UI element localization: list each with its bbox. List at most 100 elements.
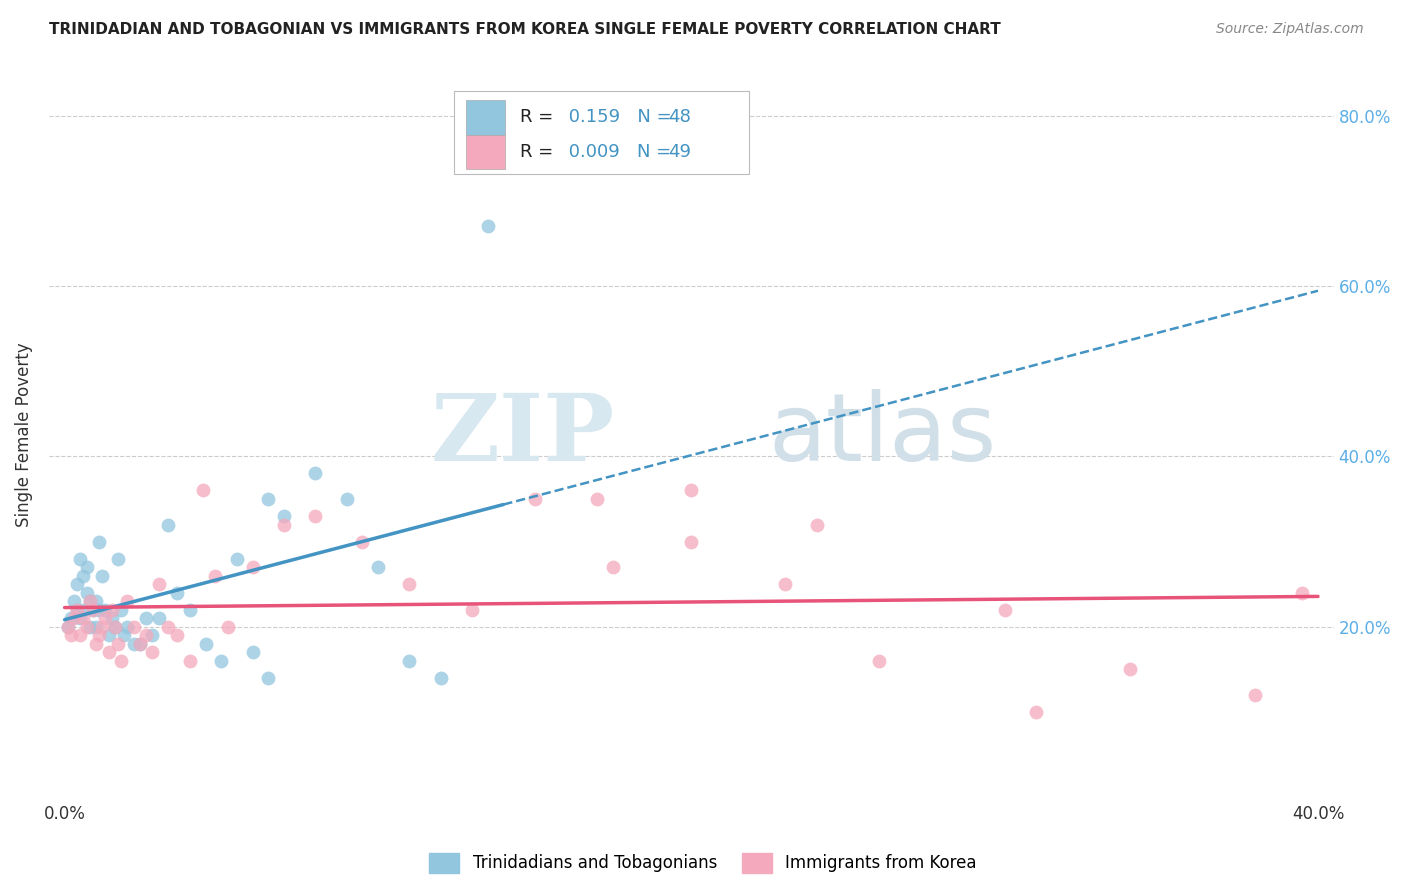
FancyBboxPatch shape — [467, 100, 505, 135]
Point — [429, 671, 451, 685]
Point — [110, 603, 132, 617]
Point — [135, 628, 157, 642]
Point — [135, 611, 157, 625]
Point — [56, 620, 79, 634]
Point — [117, 594, 139, 608]
Point — [304, 467, 326, 481]
Point — [69, 611, 91, 625]
Point — [194, 637, 217, 651]
Point — [72, 611, 94, 625]
Point — [100, 603, 122, 617]
Point — [112, 628, 135, 642]
Legend: Trinidadians and Tobagonians, Immigrants from Korea: Trinidadians and Tobagonians, Immigrants… — [423, 847, 983, 880]
FancyBboxPatch shape — [467, 135, 505, 169]
Point — [66, 603, 89, 617]
Text: R =: R = — [520, 108, 560, 126]
FancyBboxPatch shape — [454, 91, 749, 174]
Point — [79, 594, 101, 608]
Text: Source: ZipAtlas.com: Source: ZipAtlas.com — [1216, 22, 1364, 37]
Point — [336, 491, 359, 506]
Point — [91, 568, 114, 582]
Point — [179, 654, 201, 668]
Point — [76, 620, 98, 634]
Point — [273, 517, 295, 532]
Text: atlas: atlas — [769, 389, 997, 481]
Point — [217, 620, 239, 634]
Point — [69, 628, 91, 642]
Point — [273, 508, 295, 523]
Point — [63, 611, 86, 625]
Point — [128, 637, 150, 651]
Point — [806, 517, 828, 532]
Point — [191, 483, 214, 498]
Point — [69, 551, 91, 566]
Point — [82, 603, 104, 617]
Point — [242, 560, 264, 574]
Point — [141, 628, 163, 642]
Point — [87, 628, 110, 642]
Text: R =: R = — [520, 143, 560, 161]
Point — [87, 534, 110, 549]
Text: 0.159   N =: 0.159 N = — [562, 108, 678, 126]
Point — [107, 637, 129, 651]
Point — [141, 645, 163, 659]
Point — [994, 603, 1017, 617]
Point — [66, 603, 89, 617]
Point — [76, 560, 98, 574]
Point — [110, 654, 132, 668]
Y-axis label: Single Female Poverty: Single Female Poverty — [15, 343, 32, 527]
Point — [352, 534, 374, 549]
Point — [104, 620, 127, 634]
Point — [79, 620, 101, 634]
Point — [72, 568, 94, 582]
Text: ZIP: ZIP — [430, 390, 614, 480]
Point — [107, 551, 129, 566]
Point — [868, 654, 890, 668]
Point — [82, 603, 104, 617]
Point — [56, 620, 79, 634]
Point — [122, 637, 145, 651]
Point — [602, 560, 624, 574]
Point — [59, 628, 82, 642]
Point — [1025, 705, 1047, 719]
Point — [94, 611, 117, 625]
Point — [148, 577, 170, 591]
Point — [157, 517, 180, 532]
Point — [72, 603, 94, 617]
Point — [461, 603, 484, 617]
Point — [63, 594, 86, 608]
Point — [84, 620, 107, 634]
Point — [79, 594, 101, 608]
Point — [179, 603, 201, 617]
Text: 0.009   N =: 0.009 N = — [562, 143, 676, 161]
Point — [157, 620, 180, 634]
Point — [586, 491, 609, 506]
Point — [209, 654, 232, 668]
Point — [87, 603, 110, 617]
Point — [84, 594, 107, 608]
Point — [242, 645, 264, 659]
Point — [104, 620, 127, 634]
Point — [398, 577, 420, 591]
Point — [76, 585, 98, 599]
Point — [117, 620, 139, 634]
Point — [91, 620, 114, 634]
Point — [166, 628, 188, 642]
Point — [94, 603, 117, 617]
Point — [257, 671, 280, 685]
Point — [84, 637, 107, 651]
Point — [204, 568, 226, 582]
Text: 48: 48 — [668, 108, 692, 126]
Point — [1291, 585, 1313, 599]
Text: TRINIDADIAN AND TOBAGONIAN VS IMMIGRANTS FROM KOREA SINGLE FEMALE POVERTY CORREL: TRINIDADIAN AND TOBAGONIAN VS IMMIGRANTS… — [49, 22, 1001, 37]
Text: 49: 49 — [668, 143, 692, 161]
Point — [66, 577, 89, 591]
Point — [367, 560, 389, 574]
Point — [398, 654, 420, 668]
Point — [775, 577, 797, 591]
Point — [477, 219, 499, 234]
Point — [523, 491, 546, 506]
Point — [1119, 662, 1142, 676]
Point — [59, 611, 82, 625]
Point — [122, 620, 145, 634]
